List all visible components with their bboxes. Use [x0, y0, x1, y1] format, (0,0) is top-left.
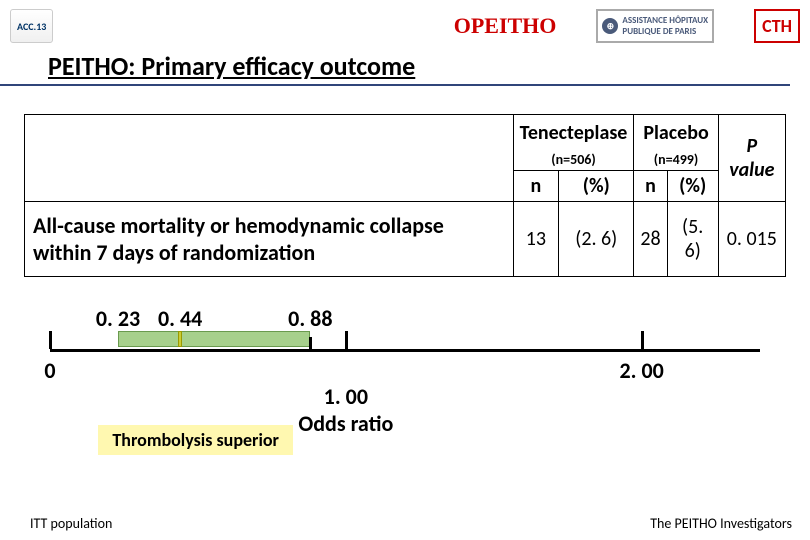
th-pvalue: P value	[718, 115, 785, 202]
point-estimate	[178, 331, 182, 347]
th-tenecteplase: Tenecteplase	[513, 115, 634, 149]
axis-line	[50, 349, 760, 352]
th-tenecteplase-n: (n=506)	[513, 148, 634, 171]
forest-plot: 1. 00 Odds ratio Thrombolysis superior 0…	[40, 297, 770, 417]
tick-label: 2. 00	[620, 357, 664, 384]
slide-title: PEITHO: Primary efficacy outcome	[0, 46, 790, 86]
cell-plac-pct: (5. 6)	[667, 202, 718, 277]
tick-short	[309, 337, 312, 349]
ci-value-label: 0. 88	[288, 305, 332, 332]
ci-value-label: 0. 44	[158, 305, 202, 332]
ci-bar	[118, 331, 310, 347]
thrombolysis-superior-box: Thrombolysis superior	[98, 425, 293, 455]
footnote-right: The PEITHO Investigators	[650, 515, 792, 532]
row-primary-outcome: All-cause mortality or hemodynamic colla…	[25, 202, 514, 277]
logo-ap-hp: ⊕ ASSISTANCE HÔPITAUX PUBLIQUE DE PARIS	[596, 9, 714, 43]
logo-opeitho: OΡEITHO	[454, 9, 557, 43]
efficacy-table: Tenecteplase Placebo P value (n=506) (n=…	[24, 114, 786, 277]
th-n-1: n	[513, 171, 559, 202]
cell-tene-pct: (2. 6)	[559, 202, 634, 277]
cell-plac-n: 28	[634, 202, 667, 277]
hospital-icon: ⊕	[602, 18, 618, 34]
cell-tene-n: 13	[513, 202, 559, 277]
th-pct-1: (%)	[559, 171, 634, 202]
footnote-left: ITT population	[30, 515, 112, 532]
odds-ratio-label: 1. 00 Odds ratio	[298, 383, 393, 437]
th-placebo: Placebo	[634, 115, 718, 149]
logo-cth: CTH	[754, 9, 800, 43]
tick	[345, 331, 348, 349]
logo-bar: ACC.13 OΡEITHO ⊕ ASSISTANCE HÔPITAUX PUB…	[0, 0, 810, 46]
cell-pvalue: 0. 015	[718, 202, 785, 277]
th-pct-2: (%)	[667, 171, 718, 202]
tick-label: 0	[44, 357, 55, 384]
logo-acc: ACC.13	[10, 9, 53, 43]
ci-value-label: 0. 23	[96, 305, 140, 332]
th-placebo-n: (n=499)	[634, 148, 718, 171]
tick	[49, 331, 52, 349]
th-n-2: n	[634, 171, 667, 202]
tick	[641, 331, 644, 349]
